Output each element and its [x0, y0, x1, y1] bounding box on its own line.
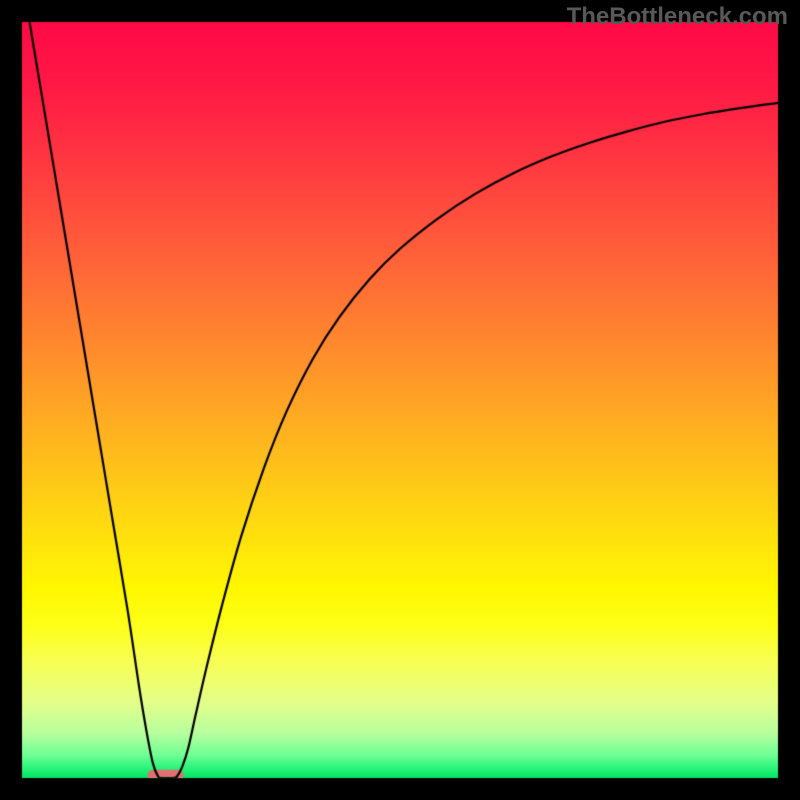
chart-curve-layer — [0, 0, 800, 800]
source-watermark: TheBottleneck.com — [567, 3, 788, 31]
bottleneck-chart: TheBottleneck.com — [0, 0, 800, 800]
